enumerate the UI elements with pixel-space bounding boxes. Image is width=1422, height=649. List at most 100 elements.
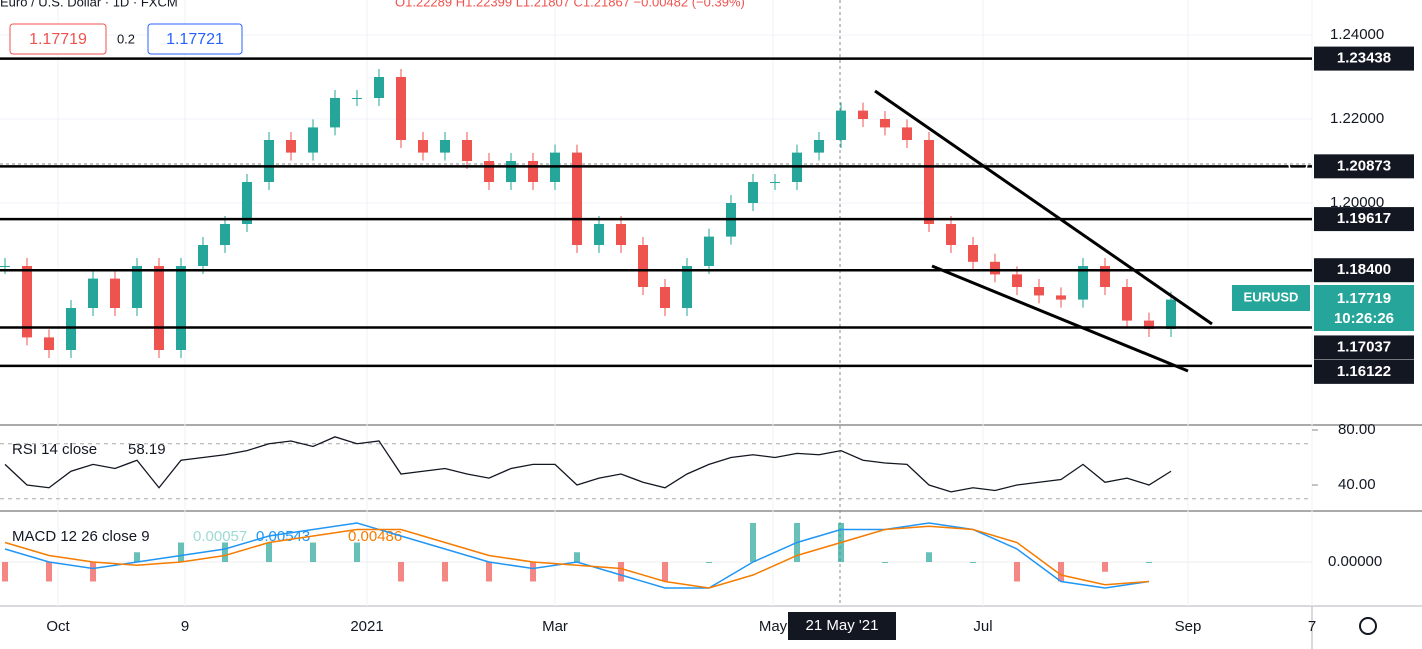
candle bbox=[1144, 320, 1154, 329]
macd-hist bbox=[1146, 562, 1152, 563]
macd-hist bbox=[134, 552, 140, 562]
macd-hist bbox=[310, 542, 316, 562]
candle bbox=[22, 266, 32, 338]
macd-hist bbox=[486, 562, 492, 582]
macd-hist bbox=[706, 562, 712, 563]
level-label-box bbox=[1314, 335, 1414, 360]
plus-icon[interactable] bbox=[1288, 154, 1308, 174]
price-tick-label: 1.24000 bbox=[1330, 26, 1384, 43]
candle bbox=[110, 278, 120, 308]
signal-value: 0.00486 bbox=[348, 528, 402, 545]
rsi-value: 58.19 bbox=[128, 441, 166, 458]
candle bbox=[638, 245, 648, 287]
candle bbox=[462, 140, 472, 161]
macd-hist bbox=[882, 562, 888, 563]
time-label: 2021 bbox=[350, 618, 383, 635]
level-label: 1.19617 bbox=[1337, 210, 1391, 227]
candle bbox=[572, 152, 582, 245]
macd-hist bbox=[90, 562, 96, 582]
macd-hist bbox=[530, 562, 536, 582]
bid[interactable]: 1.17719 bbox=[29, 31, 87, 48]
candle bbox=[770, 182, 780, 183]
ask[interactable]: 1.17721 bbox=[166, 31, 224, 48]
candle bbox=[44, 337, 54, 350]
spread: 0.2 bbox=[117, 31, 135, 46]
candle bbox=[616, 224, 626, 245]
macd-tick-label: 0.00000 bbox=[1328, 553, 1382, 570]
last-price-box bbox=[1314, 285, 1414, 331]
rsi-tick-label: 80.00 bbox=[1338, 421, 1376, 438]
candle bbox=[176, 266, 186, 350]
candle bbox=[682, 266, 692, 308]
candle bbox=[990, 261, 1000, 275]
candle bbox=[330, 98, 340, 128]
level-label-box bbox=[1314, 258, 1414, 283]
macd-hist bbox=[442, 562, 448, 582]
candle bbox=[528, 161, 538, 182]
macd-hist bbox=[178, 542, 184, 562]
crosshair-date-box bbox=[788, 612, 896, 640]
time-label: Jul bbox=[973, 618, 992, 635]
time-label: Oct bbox=[46, 618, 70, 635]
last-price: 1.17719 bbox=[1337, 290, 1391, 307]
candle bbox=[374, 77, 384, 98]
candle bbox=[1166, 299, 1176, 329]
price-tick-label: 1.22000 bbox=[1330, 110, 1384, 127]
level-label: 1.20873 bbox=[1337, 157, 1391, 174]
candle bbox=[88, 278, 98, 308]
signal-line bbox=[4, 525, 1150, 589]
candle bbox=[396, 77, 406, 140]
time-label: May bbox=[759, 618, 788, 635]
macd-hist bbox=[926, 552, 932, 562]
candle bbox=[154, 266, 164, 350]
candle bbox=[748, 182, 758, 203]
candle bbox=[836, 110, 846, 140]
macd-hist bbox=[574, 552, 580, 562]
candle bbox=[946, 224, 956, 245]
candle bbox=[440, 140, 450, 153]
candle bbox=[484, 161, 494, 182]
candle bbox=[132, 266, 142, 308]
level-label-box bbox=[1314, 46, 1414, 71]
macd-line bbox=[4, 522, 1150, 589]
settings-icon[interactable] bbox=[1359, 617, 1377, 635]
macd-hist bbox=[398, 562, 404, 582]
candle bbox=[308, 127, 318, 153]
candle bbox=[66, 308, 76, 350]
level-label-box bbox=[1314, 154, 1414, 179]
macd-hist-value: 0.00057 bbox=[193, 528, 247, 545]
symbol-tag-box bbox=[1232, 285, 1310, 311]
buy-box[interactable] bbox=[147, 23, 243, 55]
candle bbox=[1056, 295, 1066, 300]
candle bbox=[968, 245, 978, 262]
time-label: Mar bbox=[542, 618, 568, 635]
time-label: 7 bbox=[1308, 618, 1316, 635]
macd-hist bbox=[1058, 562, 1064, 582]
candle bbox=[242, 182, 252, 224]
candle bbox=[594, 224, 604, 245]
macd-hist bbox=[46, 562, 52, 582]
candle bbox=[286, 140, 296, 153]
macd-hist bbox=[222, 542, 228, 562]
level-label-box bbox=[1314, 359, 1414, 384]
macd-hist bbox=[970, 562, 976, 563]
macd-hist bbox=[750, 523, 756, 562]
time-label: Sep bbox=[1175, 618, 1202, 635]
price-tick-label: 1.20000 bbox=[1330, 194, 1384, 211]
level-label-box bbox=[1314, 207, 1414, 232]
candle bbox=[264, 140, 274, 182]
candle bbox=[1100, 266, 1110, 287]
rsi-tick-label: 40.00 bbox=[1338, 476, 1376, 493]
trend-line bbox=[931, 264, 1189, 373]
macd-hist bbox=[2, 562, 8, 582]
candle bbox=[1034, 287, 1044, 296]
crosshair-date: 21 May '21 bbox=[806, 617, 879, 634]
sell-box[interactable] bbox=[9, 23, 107, 55]
macd-hist bbox=[618, 562, 624, 582]
candle bbox=[220, 224, 230, 245]
macd-hist bbox=[662, 562, 668, 582]
candle bbox=[506, 161, 516, 182]
level-label: 1.16122 bbox=[1337, 363, 1391, 380]
